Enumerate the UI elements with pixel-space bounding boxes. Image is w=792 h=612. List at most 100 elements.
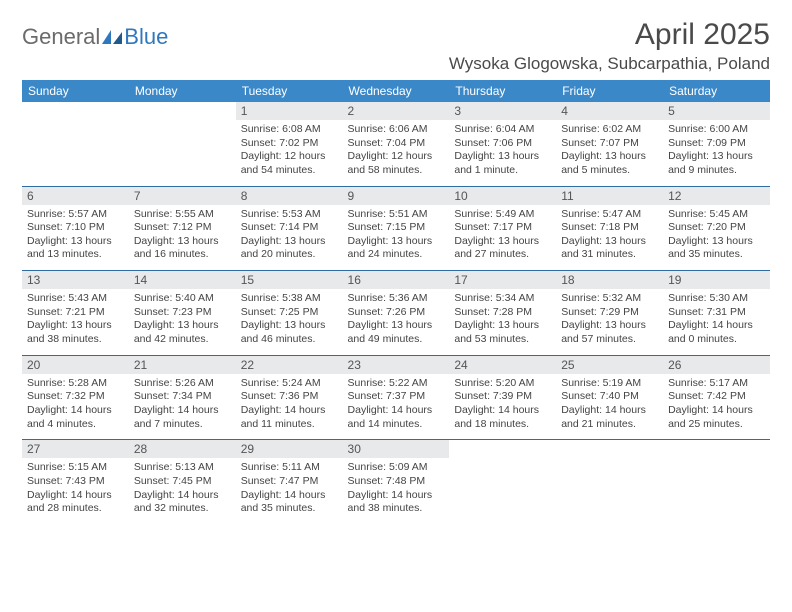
calendar-day-cell: 27Sunrise: 5:15 AMSunset: 7:43 PMDayligh… — [22, 440, 129, 524]
daylight-text: Daylight: 14 hours and 4 minutes. — [27, 404, 124, 431]
month-title: April 2025 — [449, 18, 770, 52]
sunrise-text: Sunrise: 5:19 AM — [561, 377, 658, 391]
calendar-table: SundayMondayTuesdayWednesdayThursdayFrid… — [22, 80, 770, 524]
sunset-text: Sunset: 7:12 PM — [134, 221, 231, 235]
daylight-text: Daylight: 14 hours and 14 minutes. — [348, 404, 445, 431]
sunset-text: Sunset: 7:21 PM — [27, 306, 124, 320]
sunrise-text: Sunrise: 5:55 AM — [134, 208, 231, 222]
weekday-header: Tuesday — [236, 80, 343, 102]
sunset-text: Sunset: 7:37 PM — [348, 390, 445, 404]
calendar-day-cell: 5Sunrise: 6:00 AMSunset: 7:09 PMDaylight… — [663, 102, 770, 186]
day-number: 4 — [556, 102, 663, 120]
day-details: Sunrise: 5:43 AMSunset: 7:21 PMDaylight:… — [22, 289, 129, 355]
sunrise-text: Sunrise: 6:06 AM — [348, 123, 445, 137]
calendar-day-cell: 10Sunrise: 5:49 AMSunset: 7:17 PMDayligh… — [449, 186, 556, 271]
sunset-text: Sunset: 7:39 PM — [454, 390, 551, 404]
day-details — [449, 444, 556, 506]
day-number: 19 — [663, 271, 770, 289]
daylight-text: Daylight: 12 hours and 58 minutes. — [348, 150, 445, 177]
weekday-header: Friday — [556, 80, 663, 102]
sunrise-text: Sunrise: 5:57 AM — [27, 208, 124, 222]
calendar-week-row: 1Sunrise: 6:08 AMSunset: 7:02 PMDaylight… — [22, 102, 770, 186]
sunset-text: Sunset: 7:20 PM — [668, 221, 765, 235]
daylight-text: Daylight: 14 hours and 25 minutes. — [668, 404, 765, 431]
sunrise-text: Sunrise: 5:43 AM — [27, 292, 124, 306]
day-number: 2 — [343, 102, 450, 120]
sunset-text: Sunset: 7:02 PM — [241, 137, 338, 151]
daylight-text: Daylight: 13 hours and 9 minutes. — [668, 150, 765, 177]
day-details: Sunrise: 5:13 AMSunset: 7:45 PMDaylight:… — [129, 458, 236, 524]
day-number: 18 — [556, 271, 663, 289]
daylight-text: Daylight: 13 hours and 16 minutes. — [134, 235, 231, 262]
daylight-text: Daylight: 13 hours and 38 minutes. — [27, 319, 124, 346]
sunset-text: Sunset: 7:04 PM — [348, 137, 445, 151]
day-details: Sunrise: 6:02 AMSunset: 7:07 PMDaylight:… — [556, 120, 663, 186]
daylight-text: Daylight: 14 hours and 21 minutes. — [561, 404, 658, 431]
sunrise-text: Sunrise: 5:53 AM — [241, 208, 338, 222]
sunset-text: Sunset: 7:14 PM — [241, 221, 338, 235]
day-details: Sunrise: 6:08 AMSunset: 7:02 PMDaylight:… — [236, 120, 343, 186]
sunrise-text: Sunrise: 5:32 AM — [561, 292, 658, 306]
day-details: Sunrise: 5:22 AMSunset: 7:37 PMDaylight:… — [343, 374, 450, 440]
calendar-day-cell: 29Sunrise: 5:11 AMSunset: 7:47 PMDayligh… — [236, 440, 343, 524]
calendar-day-cell — [556, 440, 663, 524]
sunset-text: Sunset: 7:40 PM — [561, 390, 658, 404]
sunrise-text: Sunrise: 5:13 AM — [134, 461, 231, 475]
daylight-text: Daylight: 13 hours and 5 minutes. — [561, 150, 658, 177]
calendar-day-cell: 7 Sunrise: 5:55 AMSunset: 7:12 PMDaylight… — [129, 186, 236, 271]
day-number: 20 — [22, 356, 129, 374]
daylight-text: Daylight: 13 hours and 46 minutes. — [241, 319, 338, 346]
sunrise-text: Sunrise: 5:09 AM — [348, 461, 445, 475]
sunrise-text: Sunrise: 5:24 AM — [241, 377, 338, 391]
day-number: 26 — [663, 356, 770, 374]
day-details: Sunrise: 5:19 AMSunset: 7:40 PMDaylight:… — [556, 374, 663, 440]
day-details: Sunrise: 5:47 AMSunset: 7:18 PMDaylight:… — [556, 205, 663, 271]
sunset-text: Sunset: 7:07 PM — [561, 137, 658, 151]
day-details: Sunrise: 5:38 AMSunset: 7:25 PMDaylight:… — [236, 289, 343, 355]
weekday-header: Wednesday — [343, 80, 450, 102]
day-number: 29 — [236, 440, 343, 458]
calendar-day-cell: 22Sunrise: 5:24 AMSunset: 7:36 PMDayligh… — [236, 355, 343, 440]
daylight-text: Daylight: 14 hours and 18 minutes. — [454, 404, 551, 431]
day-number: 27 — [22, 440, 129, 458]
calendar-day-cell: 18Sunrise: 5:32 AMSunset: 7:29 PMDayligh… — [556, 271, 663, 356]
sunrise-text: Sunrise: 5:22 AM — [348, 377, 445, 391]
daylight-text: Daylight: 13 hours and 49 minutes. — [348, 319, 445, 346]
calendar-day-cell: 6Sunrise: 5:57 AMSunset: 7:10 PMDaylight… — [22, 186, 129, 271]
daylight-text: Daylight: 12 hours and 54 minutes. — [241, 150, 338, 177]
sunrise-text: Sunrise: 5:15 AM — [27, 461, 124, 475]
day-details: Sunrise: 5:28 AMSunset: 7:32 PMDaylight:… — [22, 374, 129, 440]
calendar-day-cell: 30Sunrise: 5:09 AMSunset: 7:48 PMDayligh… — [343, 440, 450, 524]
daylight-text: Daylight: 14 hours and 0 minutes. — [668, 319, 765, 346]
daylight-text: Daylight: 14 hours and 35 minutes. — [241, 489, 338, 516]
daylight-text: Daylight: 13 hours and 35 minutes. — [668, 235, 765, 262]
daylight-text: Daylight: 14 hours and 32 minutes. — [134, 489, 231, 516]
day-number: 15 — [236, 271, 343, 289]
calendar-day-cell: 17Sunrise: 5:34 AMSunset: 7:28 PMDayligh… — [449, 271, 556, 356]
day-details — [556, 444, 663, 506]
day-details — [663, 444, 770, 506]
sunset-text: Sunset: 7:10 PM — [27, 221, 124, 235]
daylight-text: Daylight: 14 hours and 11 minutes. — [241, 404, 338, 431]
calendar-day-cell — [22, 102, 129, 186]
sunrise-text: Sunrise: 5:38 AM — [241, 292, 338, 306]
brand-part2: Blue — [124, 24, 168, 50]
sunset-text: Sunset: 7:43 PM — [27, 475, 124, 489]
calendar-day-cell: 12Sunrise: 5:45 AMSunset: 7:20 PMDayligh… — [663, 186, 770, 271]
day-number: 22 — [236, 356, 343, 374]
sunset-text: Sunset: 7:45 PM — [134, 475, 231, 489]
sunset-text: Sunset: 7:29 PM — [561, 306, 658, 320]
day-details: Sunrise: 5:32 AMSunset: 7:29 PMDaylight:… — [556, 289, 663, 355]
sunrise-text: Sunrise: 5:26 AM — [134, 377, 231, 391]
calendar-day-cell: 26Sunrise: 5:17 AMSunset: 7:42 PMDayligh… — [663, 355, 770, 440]
sunrise-text: Sunrise: 5:36 AM — [348, 292, 445, 306]
day-number: 17 — [449, 271, 556, 289]
calendar-day-cell: 4Sunrise: 6:02 AMSunset: 7:07 PMDaylight… — [556, 102, 663, 186]
sunrise-text: Sunrise: 5:20 AM — [454, 377, 551, 391]
day-details: Sunrise: 5:34 AMSunset: 7:28 PMDaylight:… — [449, 289, 556, 355]
day-number: 7 — [129, 187, 236, 205]
calendar-day-cell: 16Sunrise: 5:36 AMSunset: 7:26 PMDayligh… — [343, 271, 450, 356]
weekday-header: Monday — [129, 80, 236, 102]
sunset-text: Sunset: 7:32 PM — [27, 390, 124, 404]
calendar-page: General Blue April 2025 Wysoka Glogowska… — [0, 0, 792, 524]
